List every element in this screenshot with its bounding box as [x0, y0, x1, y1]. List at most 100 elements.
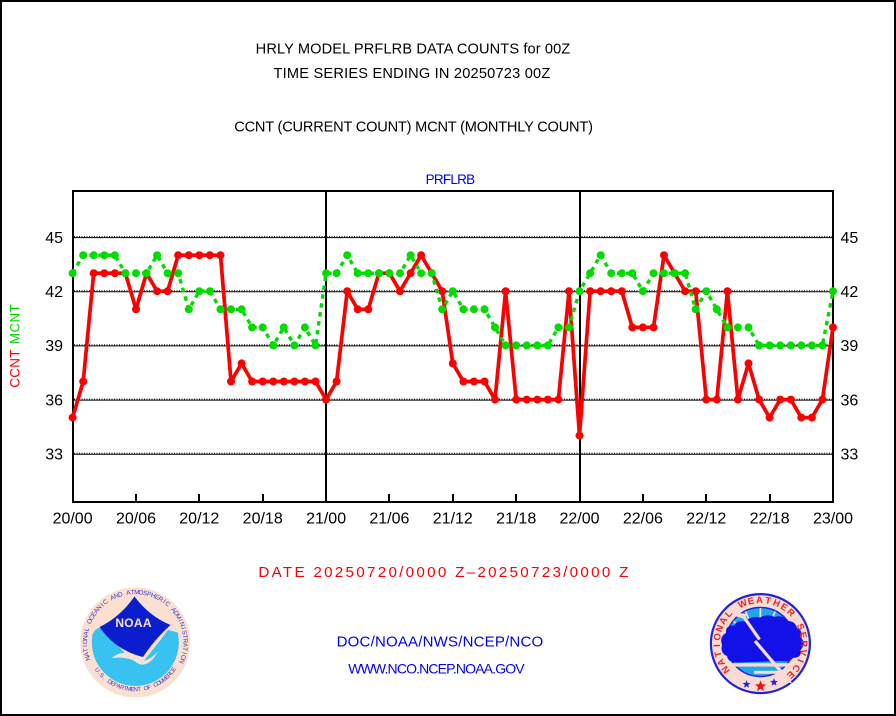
- svg-text:M: M: [134, 589, 139, 596]
- svg-text:42: 42: [45, 284, 63, 301]
- svg-text:A: A: [83, 651, 91, 658]
- svg-text:I: I: [179, 627, 186, 631]
- svg-text:O: O: [86, 618, 94, 625]
- svg-text:P: P: [146, 591, 152, 599]
- svg-text:22/06: 22/06: [623, 511, 663, 528]
- svg-text:T: T: [764, 594, 772, 606]
- svg-text:T: T: [712, 650, 724, 658]
- svg-text:T: T: [123, 686, 128, 693]
- svg-text:NOAA: NOAA: [115, 616, 152, 630]
- svg-text:T: T: [137, 687, 141, 693]
- svg-text:M: M: [158, 678, 166, 686]
- svg-text:M: M: [174, 613, 183, 621]
- svg-text:M: M: [161, 676, 169, 684]
- svg-text:PRFLRB: PRFLRB: [426, 172, 476, 187]
- svg-text:N: N: [178, 621, 186, 628]
- svg-text:I: I: [711, 644, 722, 647]
- svg-text:33: 33: [841, 447, 859, 464]
- svg-text:39: 39: [45, 338, 63, 355]
- svg-text:23/00: 23/00: [813, 511, 853, 528]
- svg-text:N: N: [84, 654, 92, 661]
- svg-text:A: A: [83, 630, 91, 636]
- svg-text:45: 45: [45, 230, 63, 247]
- svg-text:L: L: [83, 626, 91, 632]
- svg-text:T: T: [82, 648, 90, 653]
- svg-text:O: O: [711, 632, 723, 641]
- svg-text:N: N: [82, 635, 89, 641]
- svg-text:O: O: [143, 685, 149, 692]
- svg-text:C: C: [163, 600, 171, 609]
- svg-text:36: 36: [841, 392, 859, 409]
- svg-text:T: T: [181, 634, 188, 639]
- svg-text:A: A: [116, 684, 122, 691]
- svg-text:S: S: [142, 590, 147, 598]
- svg-text:TIME SERIES ENDING IN 20250723: TIME SERIES ENDING IN 20250723 00Z: [274, 66, 551, 82]
- svg-text:I: I: [161, 598, 167, 605]
- svg-text:N: N: [177, 658, 185, 665]
- svg-text:21/18: 21/18: [496, 511, 536, 528]
- svg-text:C: C: [102, 598, 110, 607]
- svg-text:22/12: 22/12: [686, 511, 726, 528]
- svg-text:22/18: 22/18: [750, 511, 790, 528]
- svg-text:E: E: [90, 611, 98, 618]
- svg-text:C: C: [169, 668, 177, 676]
- svg-text:O: O: [138, 589, 144, 597]
- svg-text:WWW.NCO.NCEP.NOAA.GOV: WWW.NCO.NCEP.NOAA.GOV: [348, 661, 525, 677]
- svg-text:E: E: [746, 595, 755, 607]
- svg-text:A: A: [181, 643, 188, 648]
- svg-text:U: U: [93, 667, 100, 674]
- svg-text:I: I: [176, 618, 183, 623]
- svg-text:N: N: [713, 623, 726, 633]
- svg-text:E: E: [153, 594, 160, 602]
- svg-text:I: I: [180, 651, 187, 654]
- svg-text:O: O: [156, 680, 163, 688]
- svg-text:A: A: [126, 589, 132, 597]
- svg-text:C: C: [153, 682, 160, 690]
- svg-text:A: A: [93, 607, 102, 615]
- svg-text:T: T: [131, 589, 135, 596]
- svg-text:N: N: [134, 687, 138, 693]
- svg-text:HRLY MODEL PRFLRB DATA COUNTS: HRLY MODEL PRFLRB DATA COUNTS for 00Z: [256, 42, 571, 58]
- svg-text:R: R: [157, 595, 165, 604]
- svg-text:E: E: [171, 666, 178, 673]
- svg-text:R: R: [119, 685, 125, 692]
- svg-text:R: R: [166, 672, 173, 679]
- svg-text:C: C: [88, 614, 97, 622]
- svg-text:E: E: [779, 600, 790, 613]
- svg-text:D: D: [117, 591, 124, 599]
- svg-text:E: E: [164, 674, 171, 681]
- svg-text:A: A: [109, 594, 117, 603]
- svg-text:O: O: [82, 639, 89, 644]
- svg-text:.: .: [96, 671, 102, 676]
- svg-text:DOC/NOAA/NWS/NCEP/NCO: DOC/NOAA/NWS/NCEP/NCO: [337, 634, 544, 651]
- svg-text:I: I: [82, 645, 89, 647]
- svg-text:.: .: [101, 675, 106, 681]
- svg-text:E: E: [798, 631, 810, 639]
- svg-text:39: 39: [841, 338, 859, 355]
- svg-text:M: M: [126, 686, 132, 693]
- svg-text:N: N: [113, 592, 120, 600]
- svg-text:A: A: [714, 657, 727, 668]
- svg-text:S: S: [795, 622, 808, 632]
- svg-text:D: D: [106, 679, 113, 686]
- svg-text:E: E: [109, 681, 115, 688]
- svg-text:DATE 20250720/0000 Z–20250723/: DATE 20250720/0000 Z–20250723/0000 Z: [258, 564, 630, 581]
- svg-text:22/00: 22/00: [559, 511, 599, 528]
- svg-text:S: S: [98, 672, 105, 679]
- svg-text:A: A: [716, 615, 729, 627]
- svg-text:F: F: [147, 685, 153, 692]
- svg-text:20/06: 20/06: [116, 511, 156, 528]
- svg-text:W: W: [736, 597, 749, 611]
- svg-text:H: H: [771, 596, 782, 609]
- svg-text:21/06: 21/06: [369, 511, 409, 528]
- svg-text:D: D: [172, 610, 181, 618]
- svg-text:20/00: 20/00: [53, 511, 93, 528]
- svg-text:N: N: [95, 604, 104, 612]
- svg-text:33: 33: [45, 447, 63, 464]
- svg-text:P: P: [112, 682, 118, 689]
- svg-text:I: I: [795, 658, 806, 665]
- svg-text:I: I: [99, 602, 105, 609]
- svg-text:21/12: 21/12: [433, 511, 473, 528]
- svg-text:R: R: [181, 638, 188, 643]
- svg-text:21/00: 21/00: [306, 511, 346, 528]
